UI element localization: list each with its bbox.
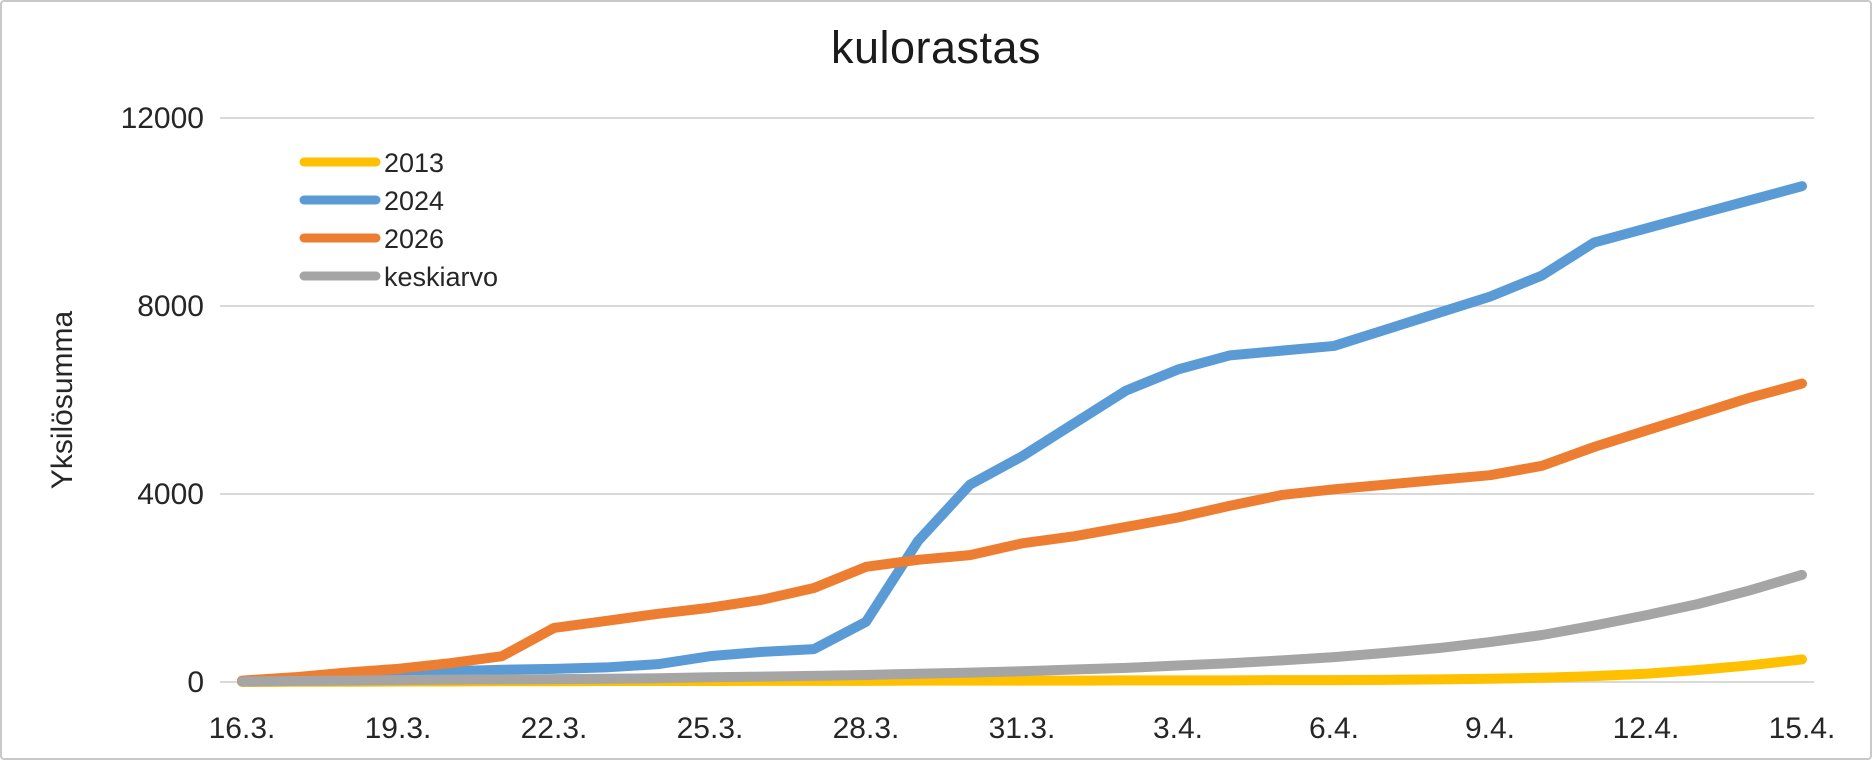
x-tick-label-9.4.: 9.4. xyxy=(1465,712,1515,745)
y-tick-label-0: 0 xyxy=(187,666,204,699)
series-line-keskiarvo xyxy=(237,569,1807,687)
legend-label-2013: 2013 xyxy=(384,148,444,178)
x-tick-label-3.4.: 3.4. xyxy=(1153,712,1203,745)
x-tick-label-16.3.: 16.3. xyxy=(209,712,276,745)
legend-label-2024: 2024 xyxy=(384,186,444,216)
x-tick-label-31.3.: 31.3. xyxy=(989,712,1056,745)
x-tick-label-22.3.: 22.3. xyxy=(521,712,588,745)
x-tick-label-12.4.: 12.4. xyxy=(1613,712,1680,745)
y-tick-label-4000: 4000 xyxy=(137,478,204,511)
legend-label-2026: 2026 xyxy=(384,224,444,254)
y-tick-label-12000: 12000 xyxy=(121,102,204,135)
y-tick-label-8000: 8000 xyxy=(137,290,204,323)
chart-title: kulorastas xyxy=(830,22,1042,73)
series-line-2026 xyxy=(237,378,1807,686)
y-axis-title: Yksilösumma xyxy=(46,310,79,489)
legend-label-keskiarvo: keskiarvo xyxy=(384,262,498,292)
x-tick-label-19.3.: 19.3. xyxy=(365,712,432,745)
x-tick-label-25.3.: 25.3. xyxy=(677,712,744,745)
x-tick-label-28.3.: 28.3. xyxy=(833,712,900,745)
x-tick-label-15.4.: 15.4. xyxy=(1769,712,1836,745)
x-tick-label-6.4.: 6.4. xyxy=(1309,712,1359,745)
series-line-2024 xyxy=(237,181,1807,687)
